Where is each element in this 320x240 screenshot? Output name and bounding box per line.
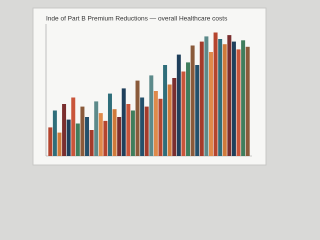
- bar: [135, 80, 140, 156]
- bar: [121, 88, 126, 156]
- bar: [186, 62, 191, 156]
- bar: [66, 119, 71, 156]
- chart-title: Inde of Part B Premium Reductions — over…: [46, 16, 228, 23]
- bar: [204, 36, 209, 156]
- bar: [94, 101, 99, 156]
- bar: [181, 71, 186, 156]
- bar: [144, 106, 149, 156]
- bar: [75, 123, 80, 156]
- bar: [126, 104, 131, 156]
- bar: [227, 35, 232, 156]
- bar: [71, 97, 76, 156]
- bar: [52, 110, 57, 156]
- bar: [112, 109, 117, 156]
- bar: [158, 98, 163, 156]
- bar: [208, 52, 213, 156]
- bar: [213, 32, 218, 156]
- page: {"chart_data": {"type": "bar", "title": …: [32, 7, 267, 166]
- bar: [236, 49, 241, 156]
- bar: [199, 41, 204, 156]
- bar: [80, 106, 85, 156]
- bar: [103, 120, 108, 156]
- bar: [190, 45, 195, 156]
- bar: [107, 93, 112, 156]
- bar: [57, 132, 62, 156]
- bar: [245, 46, 250, 156]
- bar: [130, 110, 135, 156]
- bar: [172, 78, 177, 156]
- chart: Inde of Part B Premium Reductions — over…: [32, 7, 267, 166]
- bar: [167, 84, 172, 156]
- bar: [89, 130, 94, 156]
- bar: [231, 41, 236, 156]
- bar: [62, 104, 67, 156]
- bar: [85, 117, 90, 156]
- bar: [117, 117, 122, 156]
- bar: [48, 127, 53, 156]
- bar: [195, 65, 200, 156]
- bar: [222, 44, 227, 157]
- bar: [140, 97, 145, 156]
- bar: [176, 54, 181, 156]
- bar: [218, 39, 223, 156]
- bar: [163, 65, 168, 156]
- bar: [241, 40, 246, 156]
- bar: [153, 91, 158, 156]
- bar: [149, 75, 154, 156]
- bar: [98, 113, 103, 156]
